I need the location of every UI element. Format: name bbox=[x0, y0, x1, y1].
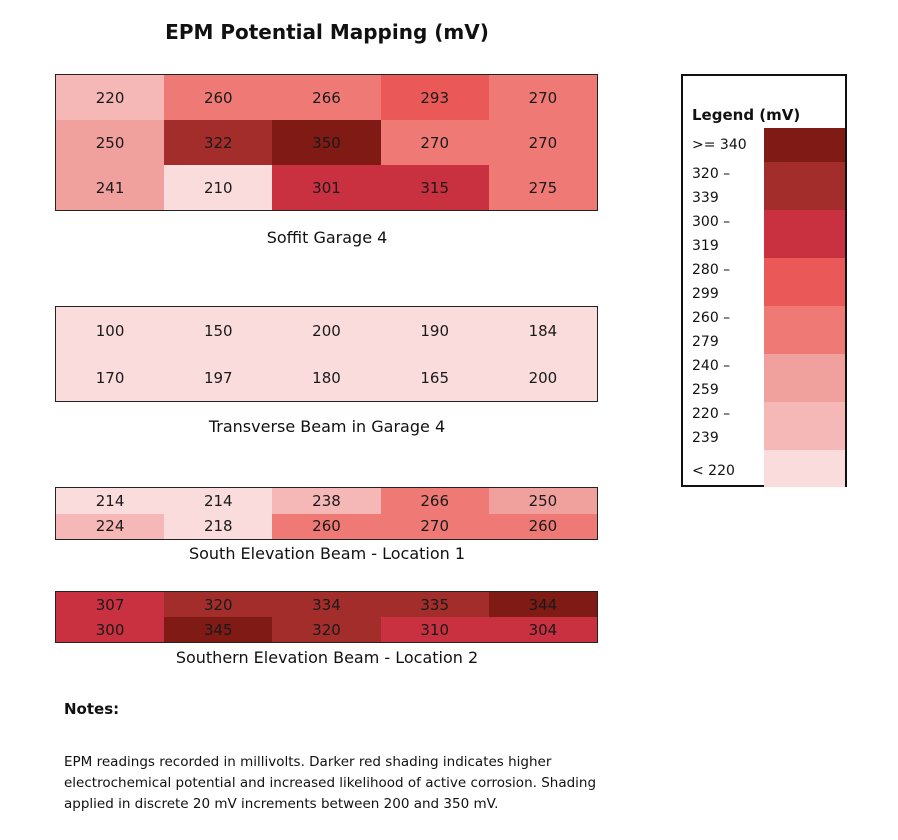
notes-title: Notes: bbox=[64, 700, 120, 718]
heatmap-cell: 334 bbox=[272, 592, 381, 617]
heatmap-cell: 270 bbox=[380, 513, 489, 539]
notes-text: EPM readings recorded in millivolts. Dar… bbox=[64, 754, 597, 812]
legend-label: 300 – 319 bbox=[692, 214, 731, 254]
heatmap-cell: 300 bbox=[56, 617, 165, 642]
heatmap-cell: 260 bbox=[164, 75, 273, 120]
legend-item: < 220 bbox=[683, 450, 845, 487]
legend-item: 240 – 259 bbox=[683, 354, 845, 402]
heatmap-transverse-beam: 100 150 200 190 184 170 197 180 165 200 bbox=[55, 306, 598, 402]
legend-swatch bbox=[764, 450, 845, 487]
heatmap-cell: 304 bbox=[488, 617, 597, 642]
heatmap-cell: 320 bbox=[272, 617, 381, 642]
legend-item: 320 – 339 bbox=[683, 162, 845, 210]
legend-label: 260 – 279 bbox=[692, 310, 731, 350]
legend-label: >= 340 bbox=[692, 137, 747, 153]
heatmap-cell: 197 bbox=[164, 354, 273, 401]
panel-caption: Transverse Beam in Garage 4 bbox=[208, 417, 446, 436]
heatmap-cell: 270 bbox=[380, 120, 489, 165]
heatmap-cell: 250 bbox=[488, 488, 597, 514]
heatmap-cell: 344 bbox=[488, 592, 597, 617]
heatmap-cell: 220 bbox=[56, 75, 165, 120]
heatmap-cell: 345 bbox=[164, 617, 273, 642]
legend-swatch bbox=[764, 162, 845, 210]
legend-title: Legend (mV) bbox=[692, 106, 801, 124]
heatmap-cell: 170 bbox=[56, 354, 165, 401]
panel-caption: Southern Elevation Beam - Location 2 bbox=[175, 648, 479, 667]
legend-swatch bbox=[764, 210, 845, 258]
heatmap-cell: 310 bbox=[380, 617, 489, 642]
heatmap-cell: 322 bbox=[164, 120, 273, 165]
heatmap-cell: 200 bbox=[488, 354, 597, 401]
heatmap-cell: 307 bbox=[56, 592, 165, 617]
heatmap-south-elevation-beam-1: 214 214 238 266 250 224 218 260 270 260 bbox=[55, 487, 598, 540]
chart-title: EPM Potential Mapping (mV) bbox=[165, 20, 489, 44]
legend-item: 300 – 319 bbox=[683, 210, 845, 258]
legend-item: >= 340 bbox=[683, 128, 845, 162]
heatmap-cell: 218 bbox=[164, 513, 273, 539]
heatmap-southern-elevation-beam-2: 307 320 334 335 344 300 345 320 310 304 bbox=[55, 591, 598, 643]
legend-item: 280 – 299 bbox=[683, 258, 845, 306]
heatmap-cell: 275 bbox=[488, 165, 597, 210]
legend-label: 240 – 259 bbox=[692, 358, 731, 398]
heatmap-cell: 335 bbox=[380, 592, 489, 617]
heatmap-soffit-garage-4: 220 260 266 293 270 250 322 350 270 270 241 210 301 3… bbox=[55, 74, 598, 211]
legend-item: 260 – 279 bbox=[683, 306, 845, 354]
heatmap-cell: 200 bbox=[272, 307, 381, 354]
legend-swatch bbox=[764, 128, 845, 162]
panel-caption: South Elevation Beam - Location 1 bbox=[188, 544, 466, 563]
legend-label: 220 – 239 bbox=[692, 406, 731, 446]
legend-item: 220 – 239 bbox=[683, 402, 845, 450]
heatmap-cell: 266 bbox=[380, 488, 489, 514]
heatmap-cell: 250 bbox=[56, 120, 165, 165]
heatmap-cell: 315 bbox=[380, 165, 489, 210]
heatmap-cell: 150 bbox=[164, 307, 273, 354]
heatmap-cell: 165 bbox=[380, 354, 489, 401]
heatmap-cell: 320 bbox=[164, 592, 273, 617]
heatmap-cell: 214 bbox=[56, 488, 165, 514]
heatmap-cell: 293 bbox=[380, 75, 489, 120]
heatmap-cell: 350 bbox=[272, 120, 381, 165]
heatmap-cell: 260 bbox=[272, 513, 381, 539]
legend-swatch bbox=[764, 402, 845, 450]
legend: Legend (mV) >= 340 320 – 339 300 – 319 280 … bbox=[681, 74, 847, 487]
legend-label: 280 – 299 bbox=[692, 262, 731, 302]
heatmap-cell: 190 bbox=[380, 307, 489, 354]
heatmap-cell: 270 bbox=[488, 120, 597, 165]
heatmap-cell: 214 bbox=[164, 488, 273, 514]
legend-label: < 220 bbox=[692, 463, 735, 479]
heatmap-cell: 210 bbox=[164, 165, 273, 210]
heatmap-cell: 184 bbox=[488, 307, 597, 354]
heatmap-cell: 270 bbox=[488, 75, 597, 120]
heatmap-cell: 180 bbox=[272, 354, 381, 401]
heatmap-cell: 260 bbox=[488, 513, 597, 539]
legend-swatch bbox=[764, 258, 845, 306]
heatmap-cell: 238 bbox=[272, 488, 381, 514]
legend-label: 320 – 339 bbox=[692, 166, 731, 206]
heatmap-cell: 241 bbox=[56, 165, 165, 210]
panel-caption: Soffit Garage 4 bbox=[266, 228, 388, 247]
legend-swatch bbox=[764, 354, 845, 402]
heatmap-cell: 266 bbox=[272, 75, 381, 120]
heatmap-cell: 224 bbox=[56, 513, 165, 539]
heatmap-cell: 100 bbox=[56, 307, 165, 354]
legend-swatch bbox=[764, 306, 845, 354]
heatmap-cell: 301 bbox=[272, 165, 381, 210]
